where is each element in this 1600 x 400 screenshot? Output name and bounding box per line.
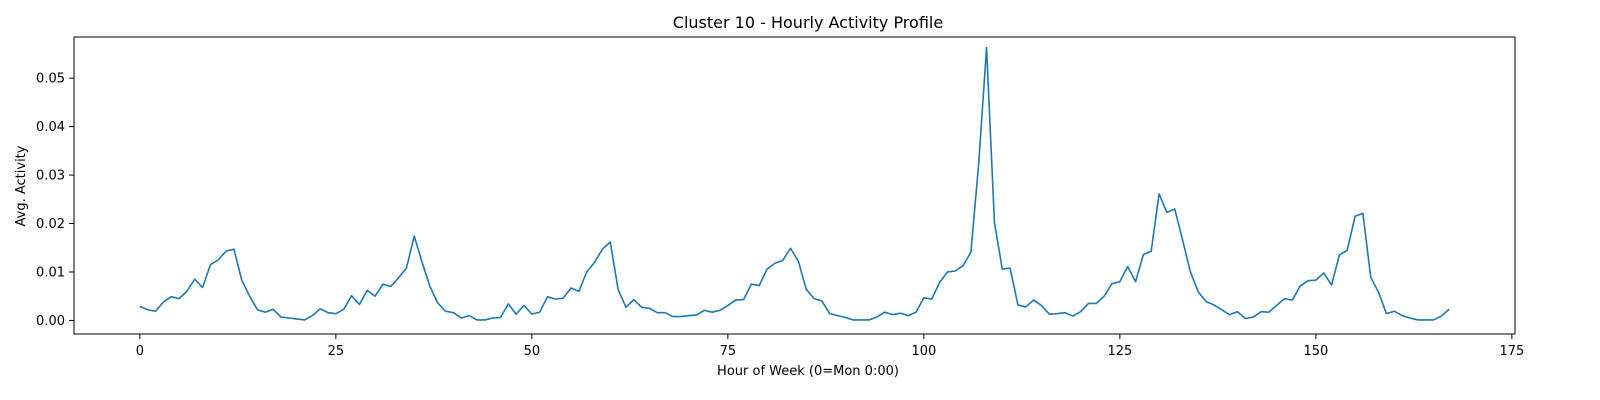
x-axis-label: Hour of Week (0=Mon 0:00) [717, 364, 899, 379]
y-tick-label: 0.04 [36, 120, 65, 135]
x-tick-label: 25 [328, 344, 345, 359]
x-tick-label: 100 [911, 344, 936, 359]
y-tick-label: 0.02 [36, 217, 65, 232]
x-tick-label: 150 [1303, 344, 1328, 359]
y-tick-label: 0.01 [36, 265, 65, 280]
y-tick-label: 0.03 [36, 169, 65, 184]
x-tick-label: 75 [720, 344, 737, 359]
plot-area: 0 25 50 75 100 125 150 175 0.00 0.01 0.02 0.03 0.04 0… [36, 46, 1524, 359]
x-tick-label: 50 [524, 344, 541, 359]
x-tick-label: 175 [1499, 344, 1524, 359]
y-axis-label: Avg. Activity [14, 145, 29, 226]
x-tick-label: 0 [136, 344, 144, 359]
series-line [139, 46, 1450, 321]
plot-frame [73, 36, 1516, 335]
y-tick-label: 0.05 [36, 72, 65, 87]
x-tick-label: 125 [1107, 344, 1132, 359]
y-tick-label: 0.00 [36, 314, 65, 329]
chart-title: Cluster 10 - Hourly Activity Profile [673, 13, 943, 32]
